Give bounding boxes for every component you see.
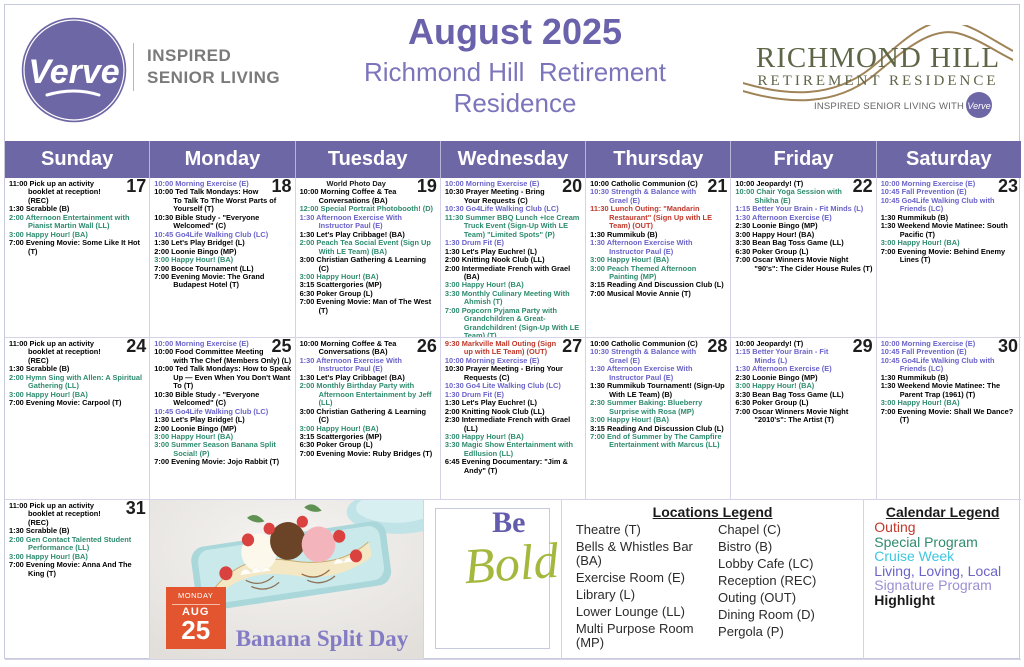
svg-text:RICHMOND HILL: RICHMOND HILL (756, 42, 1000, 74)
svg-text:RETIREMENT RESIDENCE: RETIREMENT RESIDENCE (758, 73, 999, 89)
svg-text:Verve: Verve (28, 53, 119, 91)
svg-text:Verve: Verve (967, 101, 990, 111)
svg-text:INSPIRED SENIOR LIVING WITH: INSPIRED SENIOR LIVING WITH (814, 101, 964, 112)
